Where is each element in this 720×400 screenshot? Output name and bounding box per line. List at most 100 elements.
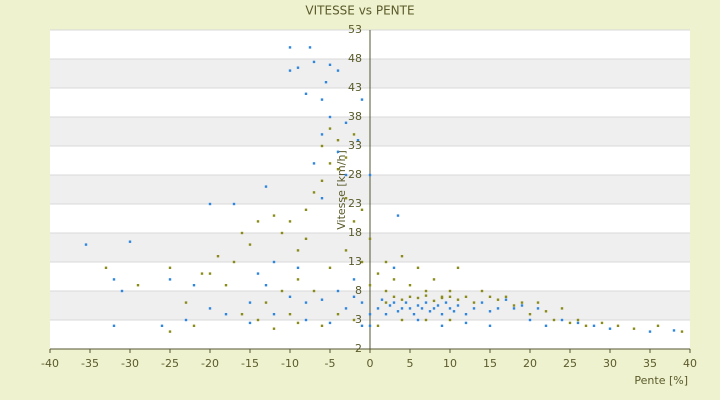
point (288, 220, 292, 223)
point (344, 197, 348, 200)
point (376, 307, 380, 310)
point (288, 295, 292, 298)
point (680, 330, 684, 333)
point (308, 46, 312, 49)
point (480, 301, 484, 304)
point (240, 313, 244, 316)
point (128, 240, 132, 243)
point (428, 310, 432, 313)
y-tick-label: 18 (348, 226, 362, 239)
point (384, 313, 388, 316)
point (448, 318, 452, 322)
point (392, 266, 396, 269)
point (208, 307, 212, 310)
x-tick-label: 10 (443, 357, 457, 370)
point (432, 278, 436, 281)
y-tick-label: 28 (348, 168, 362, 181)
point (368, 324, 372, 327)
point (356, 139, 360, 142)
point (368, 284, 372, 287)
point (400, 307, 404, 310)
point (168, 330, 172, 333)
point (424, 301, 428, 304)
point (472, 301, 476, 304)
point (368, 173, 372, 177)
point (424, 318, 428, 322)
point (672, 329, 676, 332)
point (192, 284, 196, 287)
y-tick-label: 23 (348, 197, 362, 210)
point (536, 301, 540, 304)
point (360, 98, 364, 101)
point (352, 133, 356, 136)
point (384, 289, 388, 293)
point (416, 304, 420, 307)
point (600, 321, 604, 325)
point (360, 260, 364, 264)
x-tick-label: 25 (563, 357, 577, 370)
x-tick-label: -10 (281, 357, 299, 370)
x-tick-label: 20 (523, 357, 537, 370)
point (120, 289, 124, 293)
point (304, 208, 308, 211)
x-tick-label: -35 (81, 357, 99, 370)
point (352, 295, 356, 298)
point (488, 310, 492, 313)
point (464, 295, 468, 298)
point (568, 321, 572, 325)
point (320, 324, 324, 327)
point (384, 260, 388, 264)
point (312, 60, 316, 64)
point (608, 327, 612, 330)
y-tick-label: 3 (355, 313, 362, 326)
x-tick-label: 35 (643, 357, 657, 370)
point (280, 289, 284, 293)
point (520, 304, 524, 307)
point (440, 313, 444, 316)
point (432, 307, 436, 310)
point (496, 298, 500, 301)
y-tick-label: 8 (355, 284, 362, 297)
y-tick-label: 43 (348, 81, 362, 94)
point (336, 168, 340, 171)
point (424, 289, 428, 293)
point (320, 298, 324, 301)
point (512, 304, 516, 307)
point (504, 298, 508, 301)
point (404, 301, 408, 304)
point (436, 304, 440, 307)
y-tick-label: 53 (348, 23, 362, 36)
point (592, 324, 596, 327)
point (272, 327, 276, 330)
point (328, 115, 332, 119)
point (408, 307, 412, 310)
point (336, 313, 340, 316)
point (328, 266, 332, 269)
point (288, 69, 292, 72)
point (380, 298, 384, 301)
point (248, 321, 252, 325)
point (416, 318, 420, 322)
point (528, 313, 532, 316)
point (320, 197, 324, 200)
y-axis-label: Vitesse [km/h] (335, 150, 348, 230)
point (320, 179, 324, 182)
point (632, 327, 636, 330)
point (496, 307, 500, 310)
point (504, 295, 508, 298)
point (184, 301, 188, 304)
point (456, 304, 460, 307)
y-tick-label: 48 (348, 52, 362, 65)
x-tick-label: 0 (367, 357, 374, 370)
point (552, 318, 556, 322)
x-tick-label: -30 (121, 357, 139, 370)
x-tick-label: 15 (483, 357, 497, 370)
point (408, 295, 412, 298)
point (304, 301, 308, 304)
point (272, 260, 276, 264)
y-tick-label: 38 (348, 110, 362, 123)
point (488, 295, 492, 298)
point (232, 202, 236, 206)
point (376, 324, 380, 327)
y-tick-label: 13 (348, 255, 362, 268)
